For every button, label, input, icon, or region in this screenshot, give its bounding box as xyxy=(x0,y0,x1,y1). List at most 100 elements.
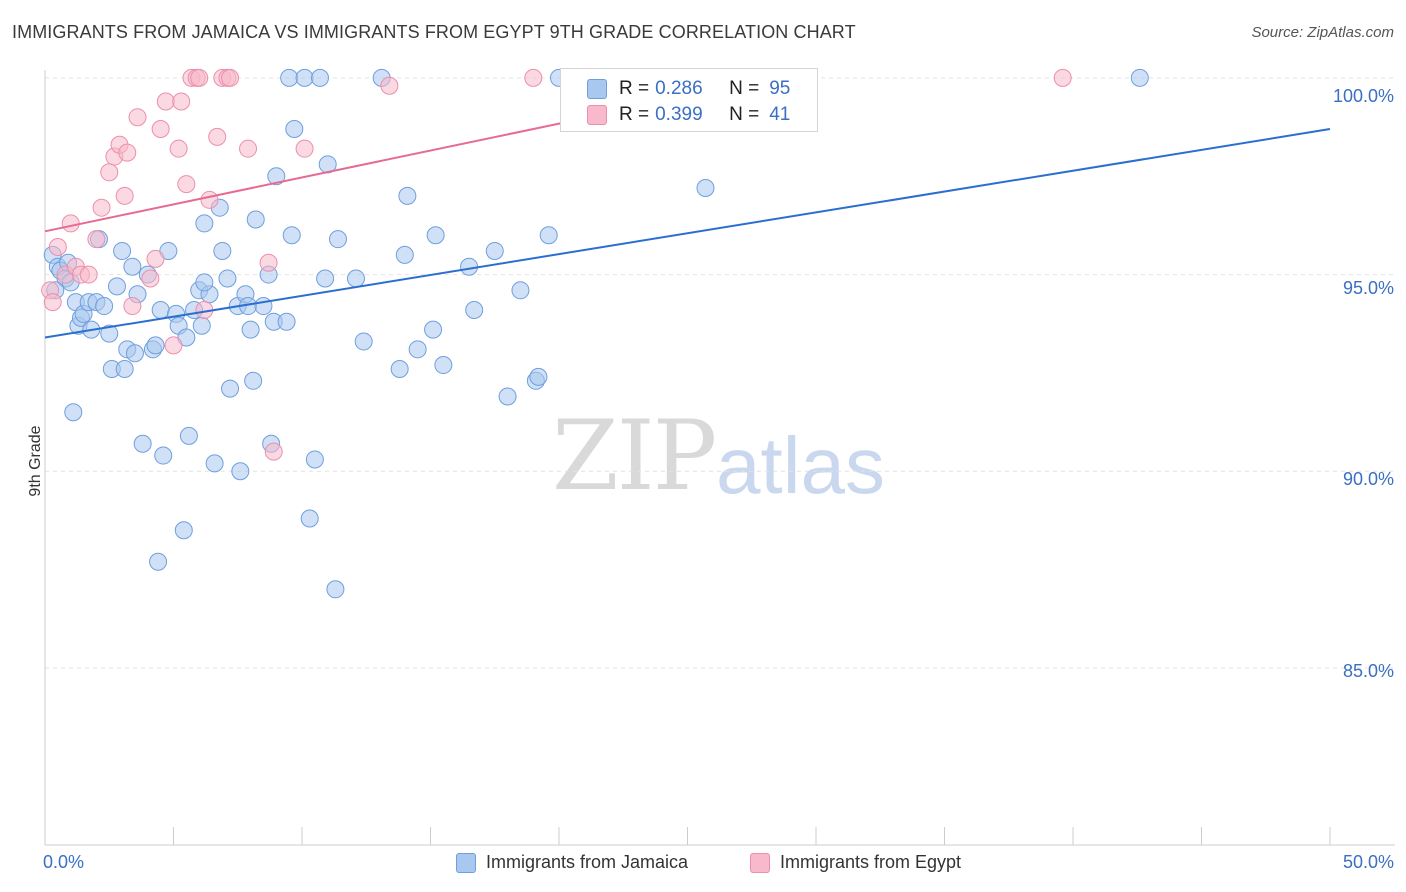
point-jamaica xyxy=(246,210,265,229)
point-jamaica xyxy=(95,297,114,316)
y-axis-label: 9th Grade xyxy=(27,425,44,497)
point-egypt xyxy=(87,230,106,249)
n-value-egypt: 41 xyxy=(769,104,791,125)
point-jamaica xyxy=(398,186,417,205)
point-jamaica xyxy=(529,367,548,386)
chart-title: IMMIGRANTS FROM JAMAICA VS IMMIGRANTS FR… xyxy=(12,22,856,42)
point-jamaica xyxy=(192,316,211,335)
point-egypt xyxy=(295,139,314,158)
point-jamaica xyxy=(328,230,347,249)
point-jamaica xyxy=(125,344,144,363)
legend-label-egypt: Immigrants from Egypt xyxy=(780,852,962,872)
point-egypt xyxy=(221,68,240,87)
point-jamaica xyxy=(511,281,530,300)
point-jamaica xyxy=(395,245,414,264)
point-jamaica xyxy=(195,214,214,233)
point-egypt xyxy=(146,249,165,268)
point-jamaica xyxy=(280,68,299,87)
point-jamaica xyxy=(539,226,558,245)
point-egypt xyxy=(128,108,147,127)
point-jamaica xyxy=(305,450,324,469)
point-egypt xyxy=(100,163,119,182)
point-egypt xyxy=(61,214,80,233)
point-egypt xyxy=(118,143,137,162)
point-jamaica xyxy=(213,241,232,260)
point-jamaica xyxy=(434,356,453,375)
legend-item-jamaica[interactable]: Immigrants from Jamaica xyxy=(456,852,688,873)
point-jamaica xyxy=(231,462,250,481)
watermark-atlas: atlas xyxy=(716,421,885,510)
point-jamaica xyxy=(267,167,286,186)
point-egypt xyxy=(156,92,175,111)
point-jamaica xyxy=(408,340,427,359)
point-egypt xyxy=(1053,68,1072,87)
point-egypt xyxy=(239,139,258,158)
point-egypt xyxy=(164,336,183,355)
point-jamaica xyxy=(149,552,168,571)
point-egypt xyxy=(190,68,209,87)
point-jamaica xyxy=(221,379,240,398)
point-egypt xyxy=(380,76,399,95)
point-jamaica xyxy=(460,257,479,276)
y-tick-label-95: 95.0% xyxy=(1342,278,1394,298)
point-egypt xyxy=(43,293,62,312)
egypt-swatch xyxy=(587,105,607,125)
point-egypt xyxy=(169,139,188,158)
point-egypt xyxy=(79,265,98,284)
point-jamaica xyxy=(696,179,715,198)
point-jamaica xyxy=(244,371,263,390)
stats-row-egypt: R = 0.399 N = 41 xyxy=(587,103,790,127)
point-jamaica xyxy=(218,269,237,288)
point-jamaica xyxy=(115,359,134,378)
point-jamaica xyxy=(107,277,126,296)
point-jamaica xyxy=(424,320,443,339)
point-jamaica xyxy=(179,426,198,445)
point-jamaica xyxy=(426,226,445,245)
point-jamaica xyxy=(123,257,142,276)
legend-label-jamaica: Immigrants from Jamaica xyxy=(486,852,689,872)
point-egypt xyxy=(259,253,278,272)
point-egypt xyxy=(264,442,283,461)
point-egypt xyxy=(208,127,227,146)
point-egypt xyxy=(115,186,134,205)
point-jamaica xyxy=(282,226,301,245)
point-jamaica xyxy=(310,68,329,87)
stats-legend: R = 0.286 N = 95 R = 0.399 N = 41 xyxy=(560,68,818,132)
point-jamaica xyxy=(277,312,296,331)
n-value-jamaica: 95 xyxy=(769,78,791,99)
legend-swatch-jamaica xyxy=(456,852,476,873)
n-label: N = xyxy=(729,104,760,125)
point-jamaica xyxy=(285,120,304,139)
point-jamaica xyxy=(390,359,409,378)
trendline-jamaica xyxy=(44,128,1331,339)
jamaica-swatch xyxy=(587,79,607,99)
point-jamaica xyxy=(205,454,224,473)
legend-swatch-egypt xyxy=(750,852,770,873)
point-jamaica xyxy=(485,241,504,260)
point-jamaica xyxy=(326,580,345,599)
point-egypt xyxy=(141,269,160,288)
point-jamaica xyxy=(1130,68,1149,87)
point-jamaica xyxy=(300,509,319,528)
legend-item-egypt[interactable]: Immigrants from Egypt xyxy=(750,852,961,873)
point-jamaica xyxy=(346,269,365,288)
n-label: N = xyxy=(729,78,760,99)
point-jamaica xyxy=(64,403,83,422)
point-egypt xyxy=(123,297,142,316)
r-label: R = xyxy=(619,104,650,125)
x-tick-label-min: 0.0% xyxy=(43,852,85,872)
x-tick-label-max: 50.0% xyxy=(1342,852,1394,872)
point-jamaica xyxy=(174,521,193,540)
y-tick-label-90: 90.0% xyxy=(1342,469,1394,489)
r-label: R = xyxy=(619,78,650,99)
point-jamaica xyxy=(113,241,132,260)
point-egypt xyxy=(48,238,67,257)
point-jamaica xyxy=(241,320,260,339)
point-jamaica xyxy=(154,446,173,465)
point-jamaica xyxy=(316,269,335,288)
point-jamaica xyxy=(354,332,373,351)
point-jamaica xyxy=(146,336,165,355)
series-legend: Immigrants from Jamaica Immigrants from … xyxy=(0,852,1406,878)
r-value-jamaica: 0.286 xyxy=(655,78,703,99)
watermark-zip: ZIP xyxy=(552,400,717,512)
